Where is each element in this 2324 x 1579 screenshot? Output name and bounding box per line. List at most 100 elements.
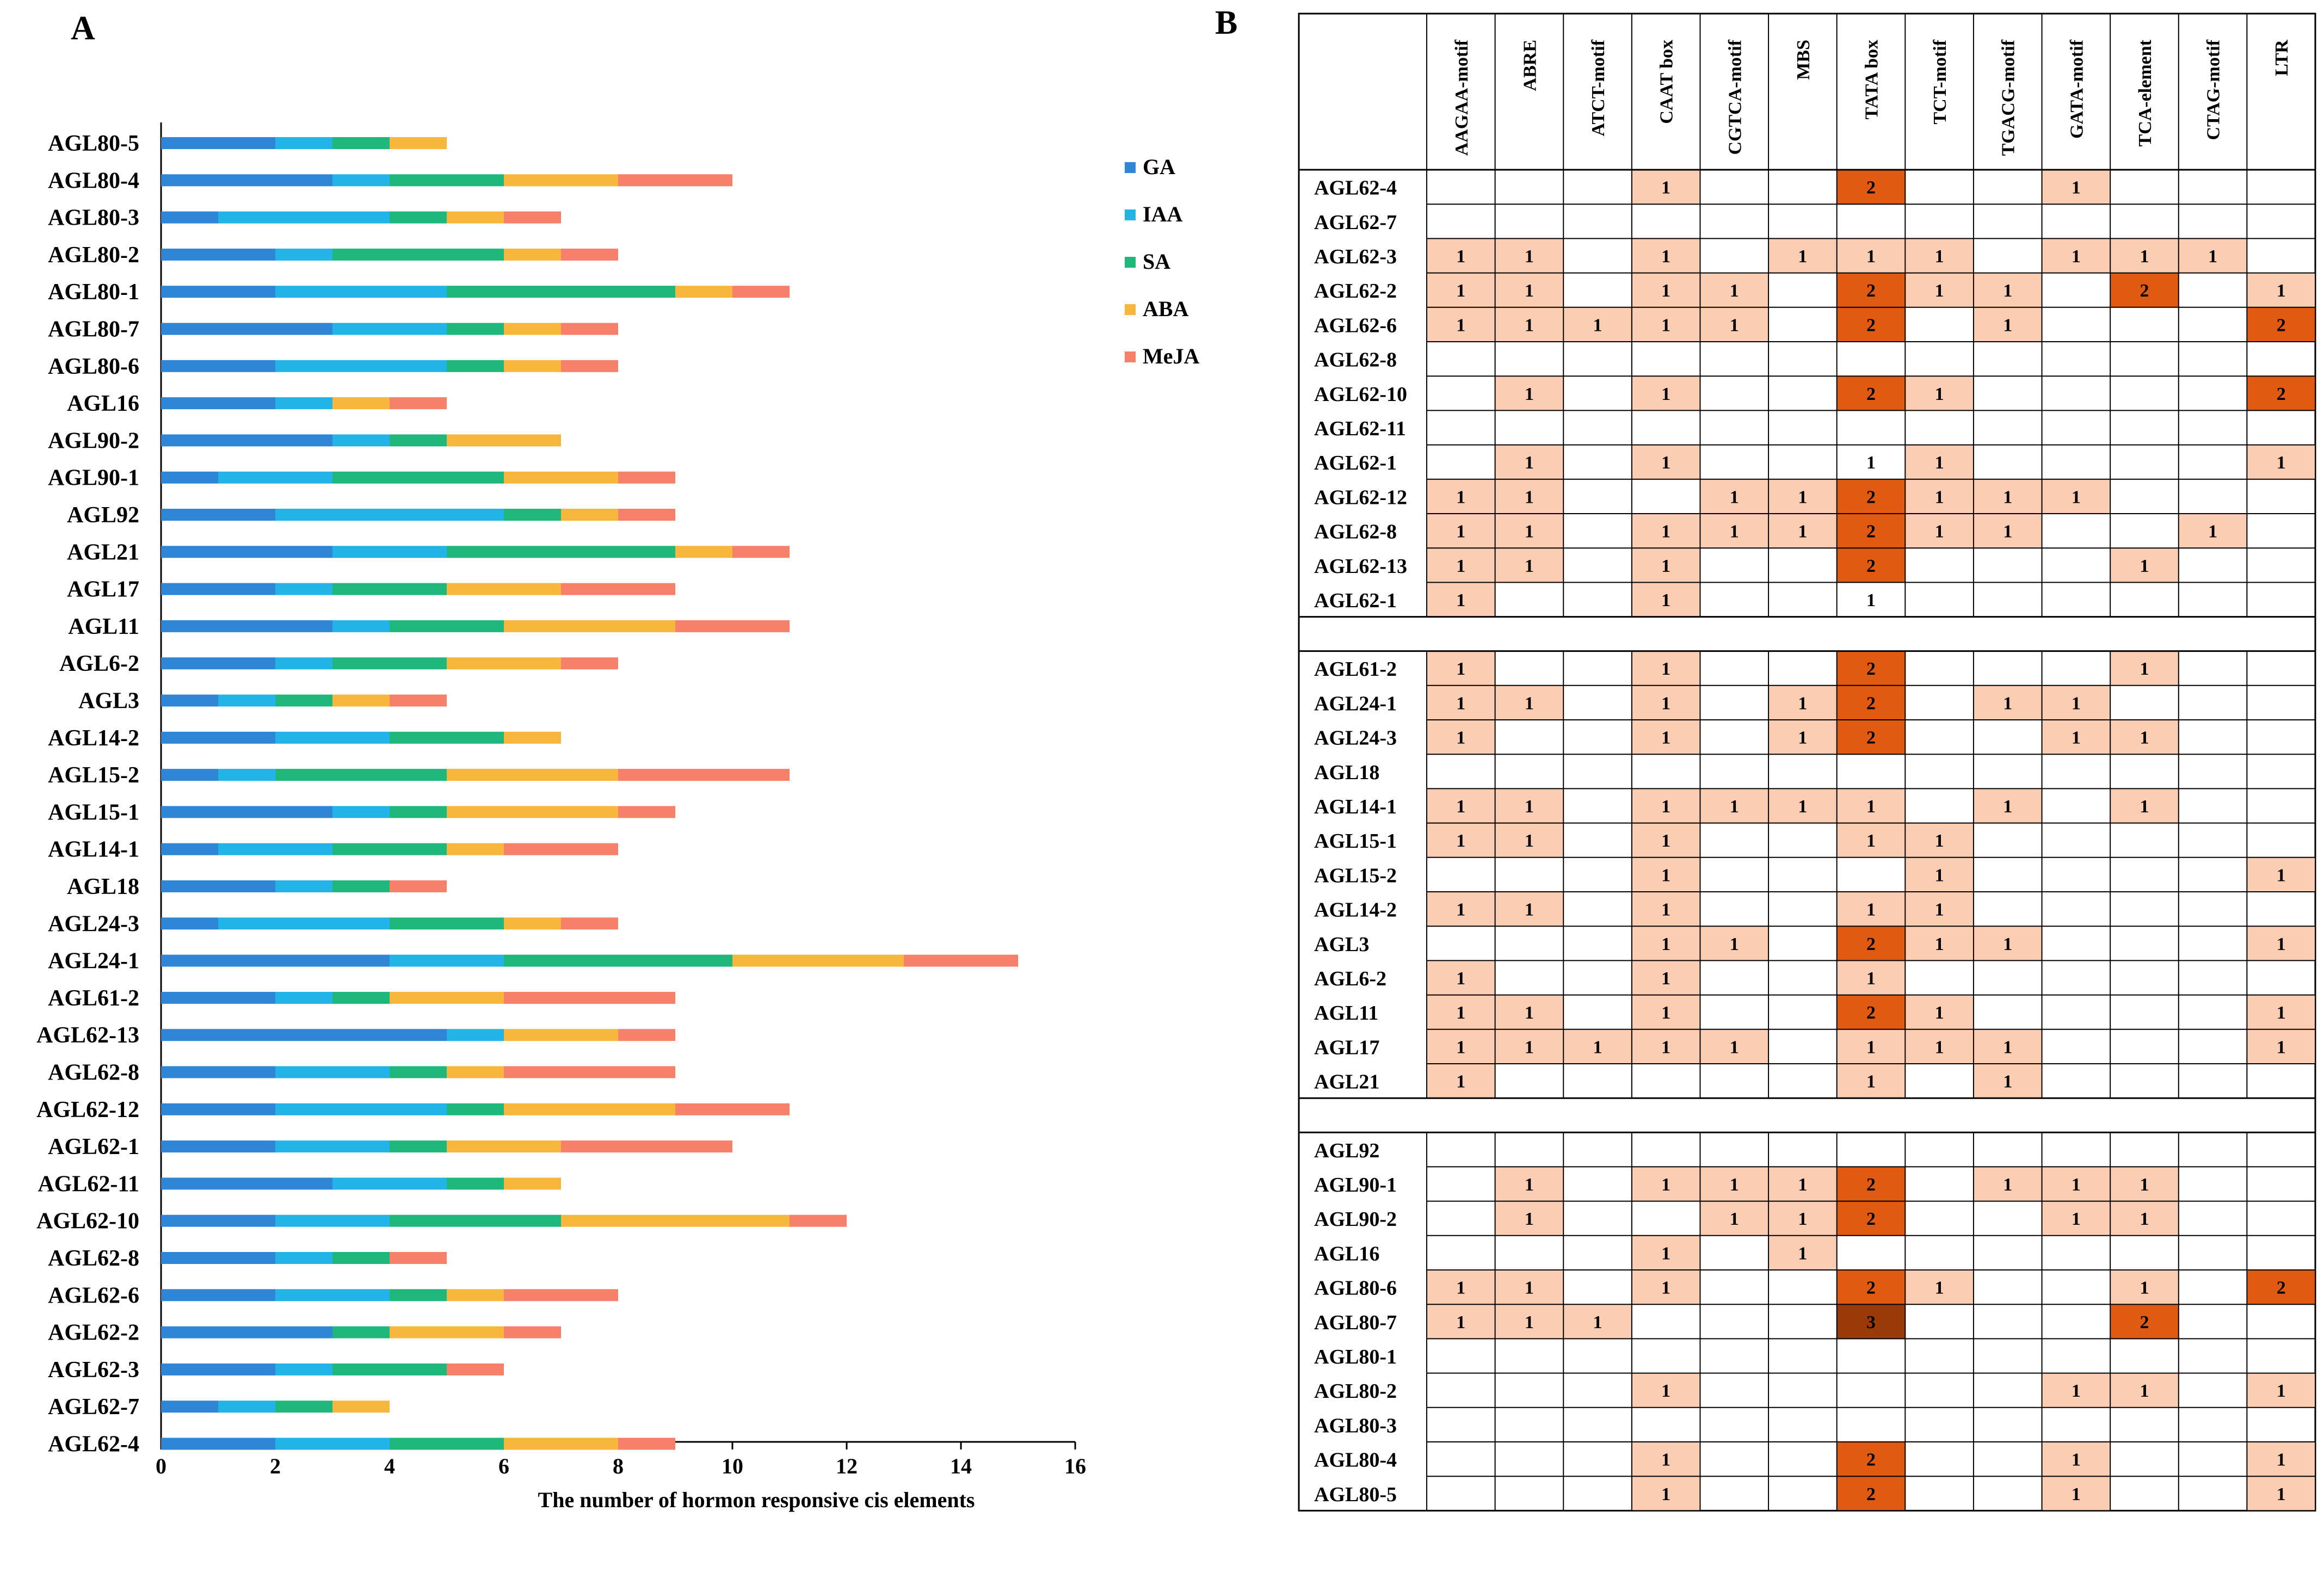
category-label: AGL21 <box>67 540 139 565</box>
category-label: AGL62-12 <box>36 1097 139 1122</box>
cell-value: 1 <box>1798 797 1807 817</box>
cell-value: 2 <box>2277 315 2286 335</box>
heat-cell <box>2247 1476 2315 1511</box>
row-label: AGL80-7 <box>1314 1311 1397 1334</box>
cell-value: 1 <box>1730 1209 1739 1229</box>
column-header-tca-element: TCA-element <box>2135 39 2155 146</box>
cell-value: 1 <box>1661 797 1670 817</box>
heat-cell <box>1495 685 1564 720</box>
cell-value: 1 <box>1661 1243 1670 1263</box>
bar-agl62-12-meja <box>675 1103 790 1115</box>
bar-agl80-1-ga <box>161 286 275 298</box>
cell-value: 1 <box>1866 1072 1876 1092</box>
row-label: AGL16 <box>1314 1242 1379 1265</box>
cell-value: 1 <box>1456 315 1465 335</box>
heat-cell <box>1427 1064 1495 1099</box>
bar-agl16-iaa <box>275 397 332 410</box>
bar-agl24-1-iaa <box>390 954 504 967</box>
heat-cell <box>1631 1442 1700 1477</box>
bar-agl62-10-aba <box>561 1214 790 1227</box>
cell-value: 1 <box>1866 246 1876 267</box>
cell-value: 1 <box>1456 1312 1465 1333</box>
heat-cell <box>2042 720 2111 755</box>
cell-value: 1 <box>2003 1072 2012 1092</box>
bar-agl61-2-meja <box>504 991 675 1004</box>
bar-agl62-2-aba <box>390 1326 504 1339</box>
cell-value: 1 <box>1661 900 1670 920</box>
heat-cell <box>1427 995 1495 1029</box>
bar-agl80-4-iaa <box>332 174 390 187</box>
bar-agl61-2-ga <box>161 991 275 1004</box>
column-header-gata-motif: GATA-motif <box>2067 39 2087 139</box>
cell-value: 1 <box>1456 522 1465 542</box>
heat-cell <box>2042 238 2111 273</box>
bar-agl62-10-meja <box>790 1214 847 1227</box>
heat-cell <box>1973 685 2042 720</box>
row-label: AGL80-5 <box>1314 1483 1397 1506</box>
cell-value: 1 <box>1730 797 1739 817</box>
cell-value: 1 <box>1661 693 1670 713</box>
heat-cell <box>1973 1029 2042 1064</box>
cell-value: 1 <box>1525 1312 1534 1333</box>
bar-agl80-5-ga <box>161 137 275 149</box>
row-label: AGL62-6 <box>1314 314 1397 337</box>
bar-agl80-2-ga <box>161 248 275 261</box>
heat-cell <box>1700 1201 1769 1236</box>
cell-value: 1 <box>1935 384 1944 404</box>
bar-agl17-iaa <box>275 583 332 595</box>
bar-agl3-iaa <box>218 694 275 707</box>
bar-agl62-1-meja <box>561 1140 732 1153</box>
cell-value: 3 <box>1866 1312 1876 1333</box>
row-label: AGL62-8 <box>1314 521 1397 544</box>
heat-cell <box>2042 170 2111 205</box>
heat-cell <box>1836 238 1906 273</box>
category-label: AGL3 <box>78 689 139 714</box>
heat-cell <box>1973 788 2042 823</box>
heat-cell <box>1836 307 1906 342</box>
cell-value: 1 <box>1525 246 1534 267</box>
cell-value: 1 <box>2072 1175 2081 1195</box>
heat-cell <box>2110 238 2179 273</box>
category-label: AGL62-4 <box>48 1432 139 1457</box>
heat-cell <box>1836 926 1906 961</box>
heat-cell <box>2042 1167 2111 1201</box>
cell-value: 1 <box>2003 1037 2012 1057</box>
x-tick-label: 14 <box>950 1454 972 1478</box>
bar-agl62-4-iaa <box>275 1438 390 1450</box>
heat-cell <box>2110 1201 2179 1236</box>
heat-cell <box>1631 995 1700 1029</box>
row-label: AGL62-11 <box>1314 417 1406 440</box>
cell-value: 1 <box>1661 934 1670 954</box>
bar-agl11-meja <box>675 620 790 632</box>
x-tick-label: 12 <box>836 1454 858 1478</box>
cell-value: 1 <box>2277 1003 2286 1023</box>
cell-value: 1 <box>1866 969 1876 989</box>
row-label: AGL92 <box>1314 1139 1379 1162</box>
cell-value: 1 <box>2277 281 2286 301</box>
bar-agl21-iaa <box>332 546 447 558</box>
cell-value: 1 <box>2003 315 2012 335</box>
row-label: AGL17 <box>1314 1036 1379 1059</box>
bar-agl15-2-meja <box>618 769 790 781</box>
heat-cell <box>2042 1373 2111 1408</box>
category-label: AGL80-3 <box>48 206 139 231</box>
row-label: AGL6-2 <box>1314 967 1386 990</box>
bar-agl90-1-aba <box>504 471 618 484</box>
cell-value: 2 <box>1866 1484 1876 1504</box>
heat-cell <box>2247 376 2315 411</box>
bar-agl62-7-ga <box>161 1401 218 1413</box>
heat-cell <box>1495 1201 1564 1236</box>
cell-value: 1 <box>1525 831 1534 851</box>
cell-value: 1 <box>1866 900 1876 920</box>
bar-agl90-2-iaa <box>332 434 390 447</box>
cell-value: 1 <box>1661 178 1670 198</box>
heat-cell <box>2247 1270 2315 1305</box>
heat-cell <box>2247 1029 2315 1064</box>
column-header-tgacg-motif: TGACG-motif <box>1999 39 2019 156</box>
cell-value: 1 <box>1798 522 1807 542</box>
heat-cell <box>1563 1029 1632 1064</box>
bar-agl62-10-sa <box>390 1214 561 1227</box>
cell-value: 2 <box>2277 1278 2286 1298</box>
heat-cell <box>1836 788 1906 823</box>
row-label: AGL80-4 <box>1314 1449 1397 1472</box>
